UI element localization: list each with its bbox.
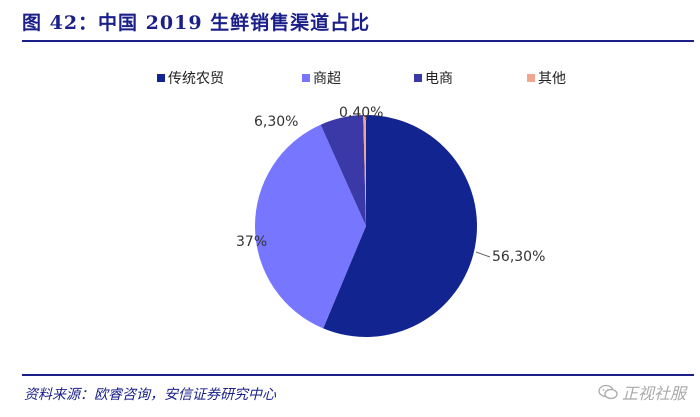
legend-label-3: 其他 xyxy=(538,71,566,87)
pie-slice-0 xyxy=(323,115,477,337)
legend-swatch-3 xyxy=(527,74,535,82)
watermark-text: 正视社服 xyxy=(621,384,686,403)
watermark: 正视社服 xyxy=(598,380,686,404)
leader-line-0 xyxy=(475,251,491,258)
title-divider xyxy=(22,40,694,42)
pie-chart: 传统农贸 商超 电商 其他 56,30% 37% 6,30% 0,40% xyxy=(157,71,566,337)
source-divider xyxy=(22,374,694,376)
legend-swatch-2 xyxy=(414,74,422,82)
legend-swatch-1 xyxy=(302,74,310,82)
pie-slice-1 xyxy=(254,124,366,329)
data-label-2: 6,30% xyxy=(254,114,298,130)
legend-label-0: 传统农贸 xyxy=(168,71,224,87)
data-label-3: 0,40% xyxy=(339,105,383,121)
legend-swatch-0 xyxy=(157,74,165,82)
data-label-1: 37% xyxy=(236,234,267,250)
legend-label-1: 商超 xyxy=(313,71,341,87)
legend-label-2: 电商 xyxy=(425,71,453,87)
chart-legend: 传统农贸 商超 电商 其他 xyxy=(157,71,566,87)
pie-slices xyxy=(254,115,477,337)
pie-slice-2 xyxy=(320,115,366,226)
label-leader-lines xyxy=(365,115,491,258)
data-label-0: 56,30% xyxy=(492,249,545,265)
figure-title: 图 42：中国 2019 生鲜销售渠道占比 xyxy=(22,12,371,34)
pie-slice-3 xyxy=(363,115,366,226)
slice-labels: 56,30% 37% 6,30% 0,40% xyxy=(236,105,545,265)
wechat-icon xyxy=(598,384,618,400)
source-note: 资料来源：欧睿咨询，安信证券研究中心 xyxy=(24,387,276,403)
